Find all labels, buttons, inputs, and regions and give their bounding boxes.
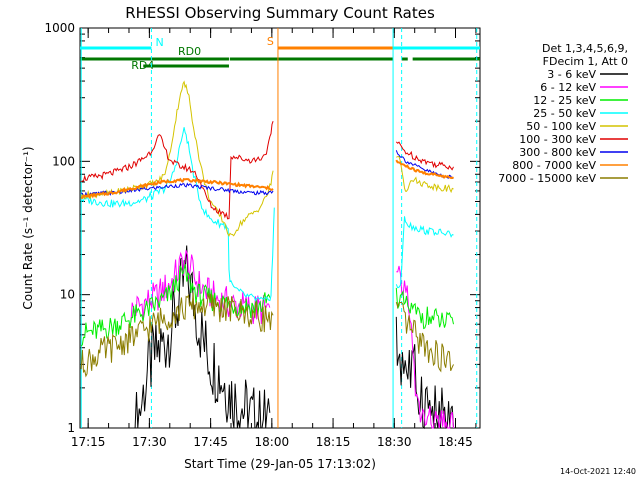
x-tick-label: 17:45	[193, 435, 228, 449]
legend-label: 300 - 800 keV	[519, 146, 596, 159]
y-tick-label: 1000	[44, 21, 75, 35]
series-line-12-25-kev	[80, 263, 271, 347]
series-line-7000-15000-kev	[80, 292, 274, 378]
legend-label: 100 - 300 keV	[519, 133, 596, 146]
series-line-800-7000-kev	[395, 159, 455, 179]
x-tick-label: 17:30	[132, 435, 167, 449]
legend-label: 25 - 50 keV	[533, 107, 596, 120]
y-tick-label: 100	[52, 154, 75, 168]
series-line-7000-15000-kev	[395, 301, 454, 373]
series-line-25-50-kev	[395, 216, 454, 289]
legend-label: 800 - 7000 keV	[512, 159, 596, 172]
series-line-100-300-kev	[80, 121, 274, 220]
x-tick-label: 17:15	[71, 435, 106, 449]
y-tick-label: 1	[67, 421, 75, 435]
legend: Det 1,3,4,5,6,9, FDecim 1, Att 0 3 - 6 k…	[498, 42, 628, 185]
footer-timestamp: 14-Oct-2021 12:40	[560, 467, 636, 476]
series-line-50-100-kev	[396, 155, 454, 194]
plot-area: 1 10 100 1000 17:15 17:30 17:45 18:00 18:15 18:3…	[44, 21, 481, 449]
flag-label-s: S	[267, 35, 274, 48]
series-line-100-300-kev	[395, 141, 454, 171]
legend-label: 50 - 100 keV	[526, 120, 596, 133]
series-line-300-800-kev	[81, 182, 274, 197]
y-axis: 1 10 100 1000	[44, 21, 480, 435]
legend-label: 12 - 25 keV	[533, 94, 596, 107]
legend-label: 7000 - 15000 keV	[498, 172, 596, 185]
event-markers	[80, 28, 478, 428]
chart-title: RHESSI Observing Summary Count Rates	[125, 4, 435, 22]
legend-label: 6 - 12 keV	[540, 81, 596, 94]
legend-header-line-1: Det 1,3,4,5,6,9,	[542, 42, 628, 55]
data-series	[80, 80, 455, 430]
flag-label-rd0: RD0	[178, 45, 201, 58]
x-axis-label: Start Time (29-Jan-05 17:13:02)	[184, 457, 376, 471]
x-tick-label: 18:45	[438, 435, 473, 449]
x-tick-label: 18:30	[377, 435, 412, 449]
series-line-800-7000-kev	[81, 177, 274, 199]
x-axis: 17:15 17:30 17:45 18:00 18:15 18:30 18:45	[71, 28, 477, 449]
legend-header-line-2: FDecim 1, Att 0	[543, 55, 628, 68]
series-line-12-25-kev	[395, 287, 454, 330]
y-tick-label: 10	[60, 288, 75, 302]
series-line-3-6-kev	[395, 316, 454, 430]
mode-flags: N S RD0 RD4	[80, 35, 480, 72]
x-tick-label: 18:15	[316, 435, 351, 449]
plot-frame	[79, 27, 481, 429]
y-axis-label: Count Rate (s⁻¹ detector⁻¹)	[21, 146, 35, 309]
series-line-3-6-kev	[134, 245, 271, 429]
flag-label-n: N	[155, 36, 163, 49]
series-line-25-50-kev	[80, 127, 275, 302]
legend-label: 3 - 6 keV	[547, 68, 596, 81]
flag-label-rd4: RD4	[131, 59, 154, 72]
x-tick-label: 18:00	[255, 435, 290, 449]
series-line-6-12-kev	[396, 265, 454, 429]
